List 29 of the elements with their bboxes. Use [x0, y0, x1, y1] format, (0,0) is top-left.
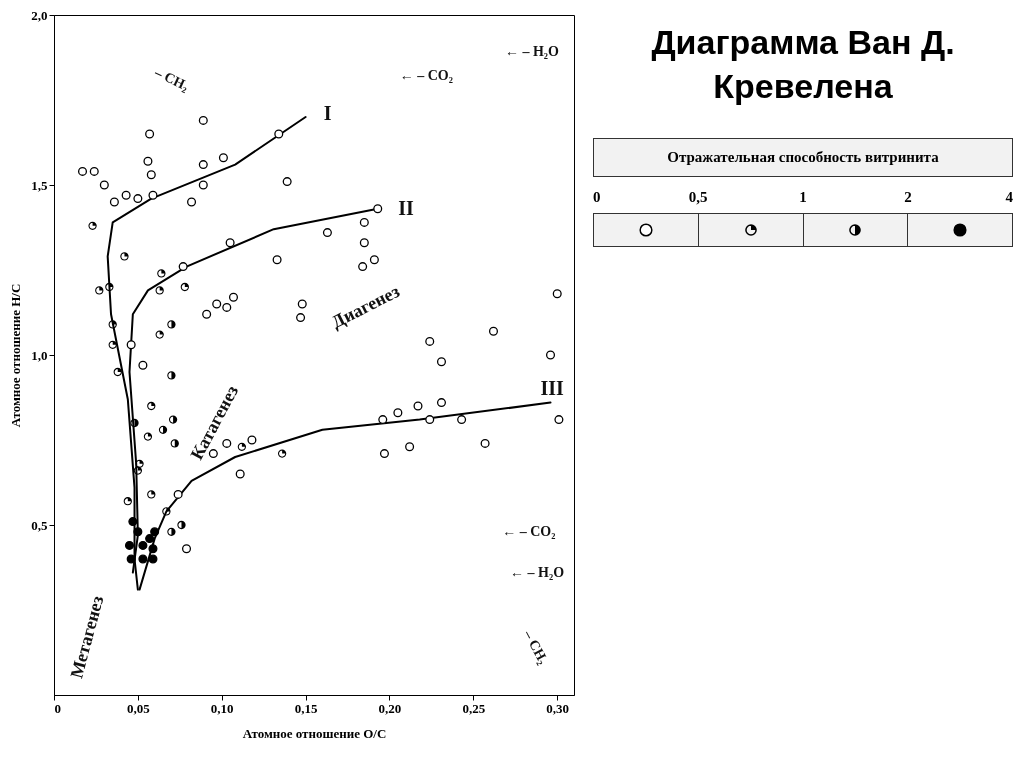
text: Диаграмма Ван Д. Кревелена: [650, 22, 956, 108]
text: 0: [593, 189, 601, 207]
text: 2: [904, 189, 912, 207]
annotation: – CH₂: [151, 64, 192, 94]
annotation: I: [323, 101, 332, 124]
text: 0,5: [688, 189, 708, 207]
y-tick-label: 1,0: [31, 347, 48, 363]
annotation: ← – H₂O: [504, 44, 559, 60]
annotation: ← – CO₂: [399, 68, 453, 84]
x-tick-label: 0,25: [462, 700, 486, 716]
y-tick-label: 2,0: [31, 7, 48, 23]
x-tick-label: 0,05: [127, 700, 151, 716]
x-tick-label: 0: [54, 700, 61, 716]
y-tick-label: 1,5: [31, 177, 48, 193]
x-axis-title: Атомное отношение O/C: [242, 725, 387, 741]
text: 1: [799, 189, 807, 207]
x-tick-label: 0,15: [294, 700, 318, 716]
text: 4: [1005, 189, 1013, 207]
x-tick-label: 0,30: [546, 700, 570, 716]
x-tick-label: 0,10: [210, 700, 234, 716]
annotation: II: [398, 196, 415, 219]
annotation: – CH₂: [520, 627, 551, 667]
x-tick-label: 0,20: [378, 700, 402, 716]
annotation: ← – H₂O: [510, 564, 565, 580]
annotation: III: [540, 377, 565, 399]
y-tick-label: 0,5: [31, 517, 48, 533]
legend-title: Отражательная способность витринита: [593, 138, 1013, 178]
y-axis-title: Атомное отношение H/C: [8, 283, 24, 428]
annotation: ← – CO₂: [502, 523, 556, 539]
